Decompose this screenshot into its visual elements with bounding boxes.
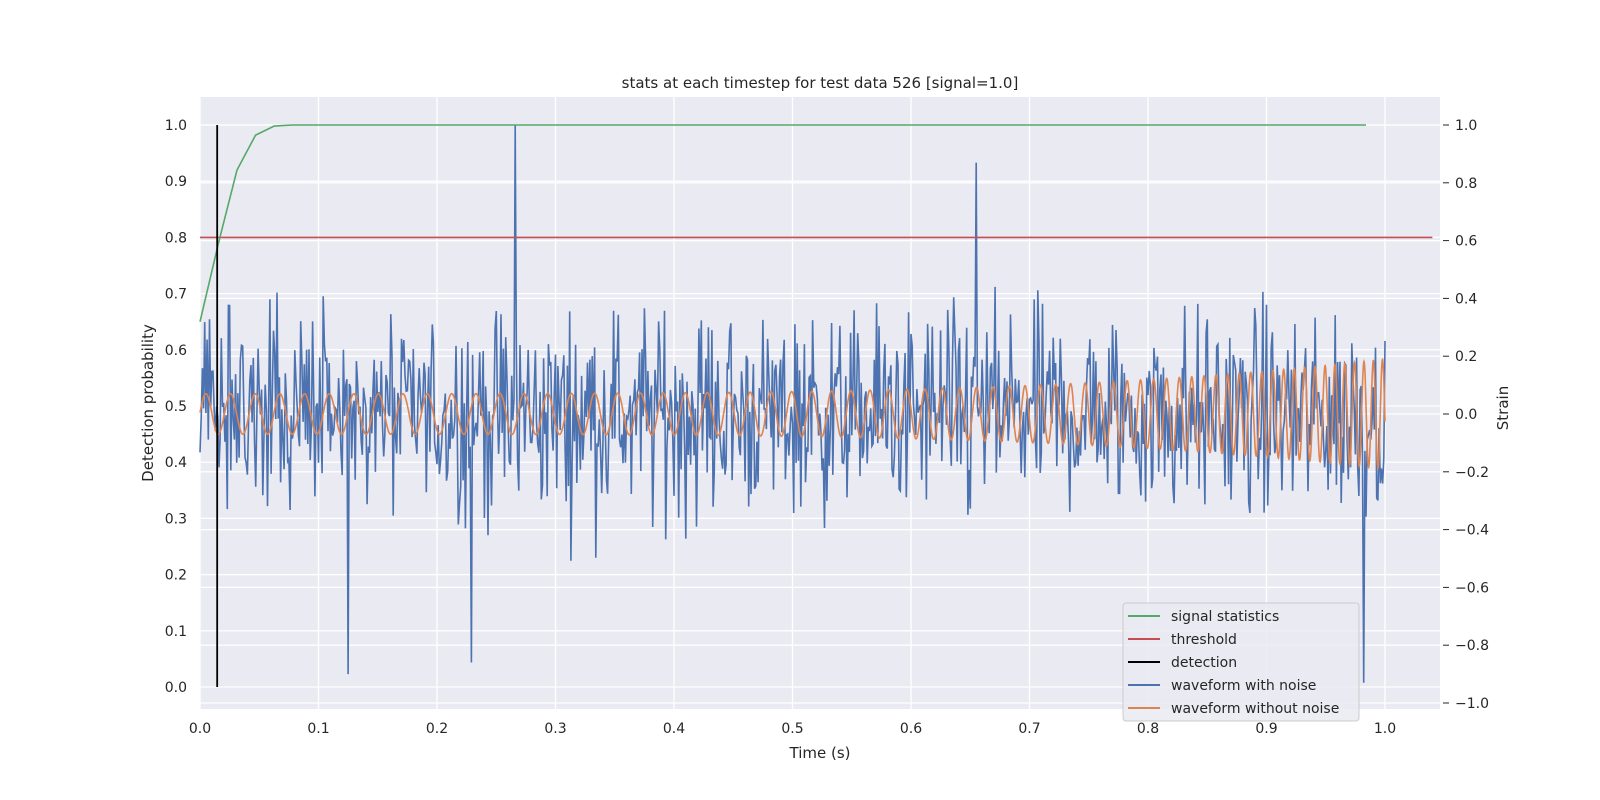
y-tick-label: 0.6 [165, 343, 187, 359]
y2-tick-label: −0.8 [1455, 638, 1489, 654]
x-tick-label: 0.7 [1018, 721, 1040, 737]
legend-label-threshold: threshold [1171, 632, 1237, 648]
y2-tick-label: 1.0 [1455, 118, 1477, 134]
x-tick-label: 0.1 [307, 721, 329, 737]
legend: signal statistics threshold detection wa… [1122, 602, 1360, 722]
y-tick-label: 0.5 [165, 399, 187, 415]
y2-tick-label: −0.2 [1455, 465, 1489, 481]
y-tick-label: 0.1 [165, 624, 187, 640]
series-signal-statistics [199, 124, 1366, 322]
y2-tick-label: −0.4 [1455, 523, 1489, 539]
x-tick-label: 0.0 [189, 721, 211, 737]
x-tick-label: 0.4 [663, 721, 685, 737]
x-tick-label: 0.6 [900, 721, 922, 737]
y-tick-label: 0.4 [165, 455, 187, 471]
y-tick-label: 0.9 [165, 174, 187, 190]
x-axis-label: Time (s) [789, 744, 851, 762]
legend-box [1122, 602, 1360, 722]
legend-label-signal-statistics: signal statistics [1171, 609, 1279, 625]
x-tick-label: 0.5 [781, 721, 803, 737]
x-tick-label: 0.2 [426, 721, 448, 737]
y-tick-label: 0.0 [165, 680, 187, 696]
y2-axis-label: Strain [1494, 386, 1512, 430]
y-axis-label: Detection probability [139, 324, 157, 482]
x-tick-label: 0.9 [1255, 721, 1277, 737]
y2-tick-label: −0.6 [1455, 580, 1489, 596]
y-tick-label: 0.8 [165, 230, 187, 246]
x-tick-label: 0.8 [1137, 721, 1159, 737]
legend-label-waveform-with-noise: waveform with noise [1171, 678, 1316, 694]
y2-tick-label: 0.4 [1455, 291, 1477, 307]
legend-label-waveform-without-noise: waveform without noise [1171, 701, 1339, 717]
series-waveform-without-noise [199, 357, 1386, 472]
y-tick-label: 0.2 [165, 568, 187, 584]
y-tick-label: 0.3 [165, 511, 187, 527]
y-tick-label: 1.0 [165, 118, 187, 134]
x-tick-label: 0.3 [544, 721, 566, 737]
y2-tick-label: 0.8 [1455, 176, 1477, 192]
x-tick-label: 1.0 [1374, 721, 1396, 737]
plot-area [199, 124, 1433, 687]
y-tick-label: 0.7 [165, 287, 187, 303]
y2-tick-label: 0.0 [1455, 407, 1477, 423]
chart-title: stats at each timestep for test data 526… [622, 74, 1019, 92]
y2-tick-label: 0.2 [1455, 349, 1477, 365]
y2-tick-label: 0.6 [1455, 234, 1477, 250]
y2-tick-label: −1.0 [1455, 696, 1489, 712]
axes: 0.0 0.1 0.2 0.3 0.4 0.5 0.6 0.7 0.8 0.9 1.0 0.0 0.1 0… [165, 118, 1489, 737]
legend-label-detection: detection [1171, 655, 1237, 671]
